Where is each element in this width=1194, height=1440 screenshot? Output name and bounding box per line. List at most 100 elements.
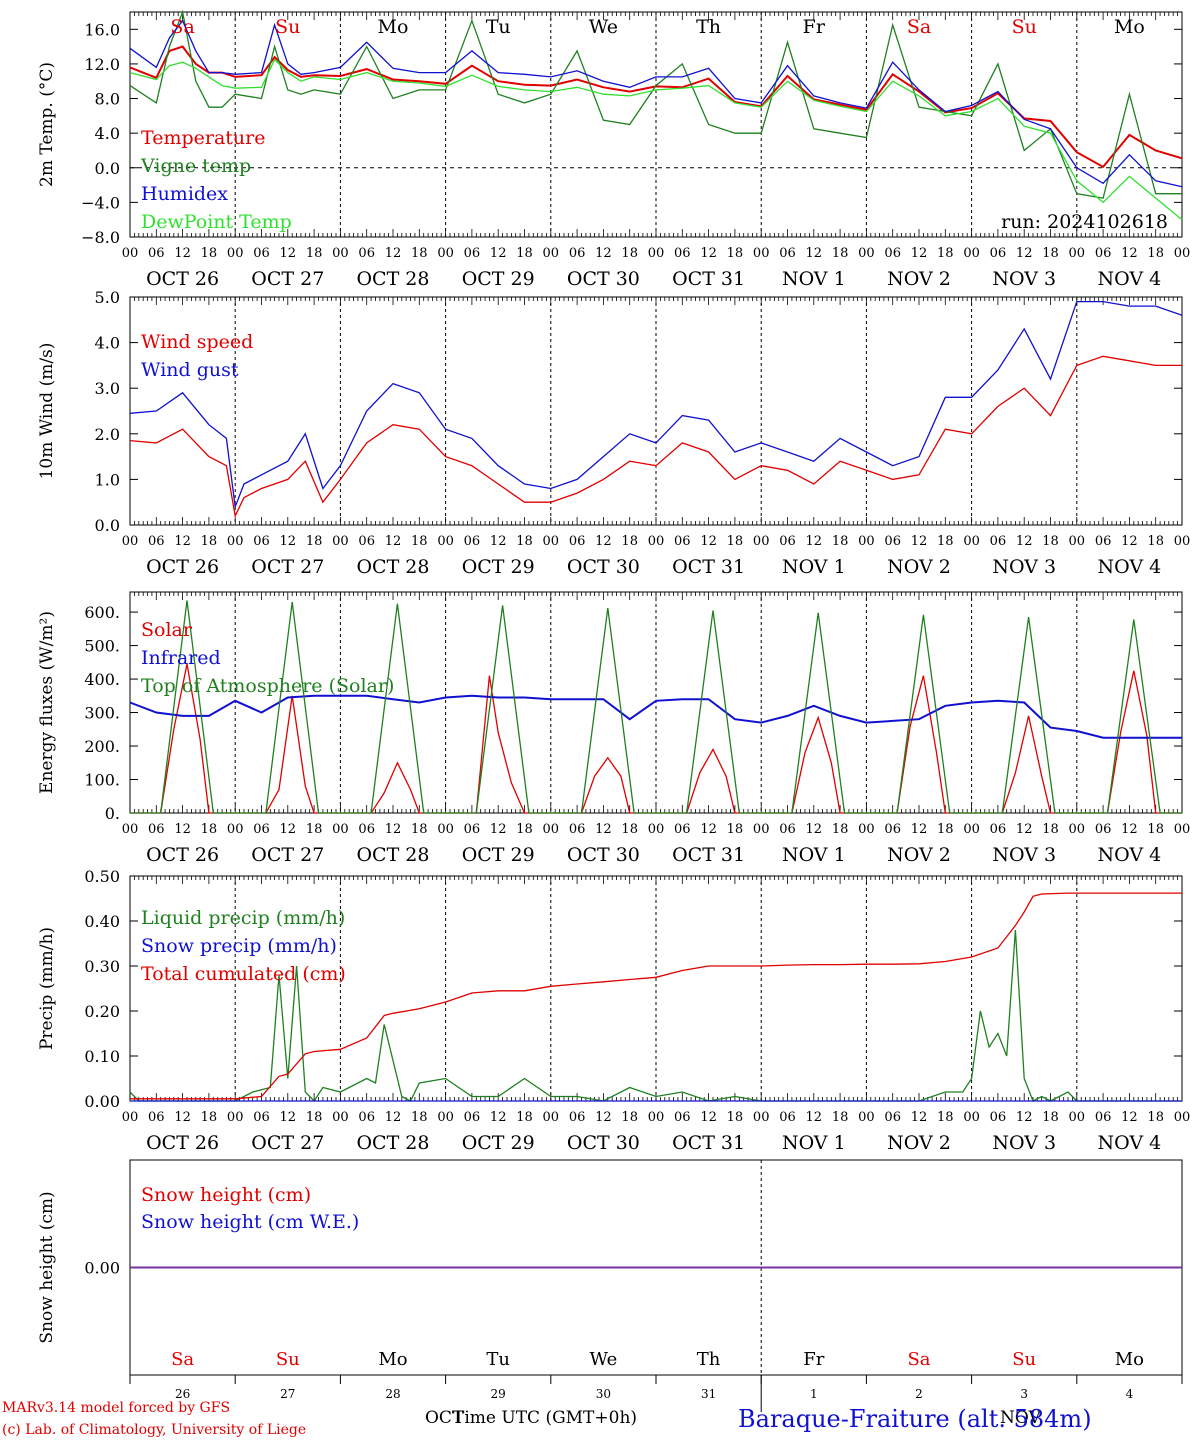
hour-tick-label: 12 bbox=[280, 1110, 297, 1125]
hour-tick-label: 06 bbox=[1095, 534, 1112, 549]
hour-tick-label: 12 bbox=[385, 1110, 402, 1125]
time-axis-label: Time UTC (GMT+0h) bbox=[453, 1408, 637, 1428]
legend-entry: Snow height (cm) bbox=[141, 1184, 311, 1206]
day-label: NOV 2 bbox=[887, 1132, 951, 1154]
series-line bbox=[129, 9, 1182, 199]
hour-tick-label: 06 bbox=[253, 534, 270, 549]
day-label: OCT 27 bbox=[251, 1132, 324, 1154]
day-label: OCT 30 bbox=[567, 1132, 640, 1154]
credit-line-2: (c) Lab. of Climatology, University of L… bbox=[2, 1422, 306, 1438]
hour-tick-label: 12 bbox=[595, 822, 612, 837]
hour-tick-label: 18 bbox=[516, 246, 533, 261]
y-axis-title: Energy fluxes (W/m²) bbox=[37, 611, 57, 794]
y-tick-label: 400. bbox=[84, 670, 120, 689]
series-line bbox=[129, 58, 1183, 221]
weekday-label: Mo bbox=[378, 1349, 407, 1370]
series-line bbox=[129, 929, 1182, 1103]
weekday-label: Su bbox=[1012, 1349, 1036, 1370]
hour-tick-label: 12 bbox=[700, 246, 717, 261]
hour-tick-label: 06 bbox=[1095, 1110, 1112, 1125]
y-tick-label: 0.10 bbox=[84, 1047, 120, 1066]
hour-tick-label: 06 bbox=[674, 1110, 691, 1125]
hour-tick-label: 00 bbox=[543, 822, 560, 837]
day-label: OCT 28 bbox=[356, 844, 429, 866]
day-label: NOV 4 bbox=[1098, 268, 1162, 290]
hour-tick-label: 18 bbox=[306, 534, 323, 549]
hour-tick-label: 06 bbox=[779, 534, 796, 549]
hour-tick-label: 18 bbox=[727, 822, 744, 837]
weekday-label: Mo bbox=[378, 16, 409, 38]
day-number: 2 bbox=[915, 1387, 923, 1401]
hour-tick-label: 06 bbox=[884, 534, 901, 549]
hour-tick-label: 06 bbox=[1095, 822, 1112, 837]
day-label: NOV 1 bbox=[782, 1132, 846, 1154]
day-label: NOV 3 bbox=[992, 268, 1056, 290]
top-ticks bbox=[129, 876, 1183, 884]
hour-tick-label: 00 bbox=[437, 534, 454, 549]
series-line bbox=[129, 355, 1182, 519]
hour-tick-label: 18 bbox=[1042, 246, 1059, 261]
day-label: OCT 29 bbox=[462, 268, 535, 290]
weekday-label: Sa bbox=[907, 16, 931, 38]
day-label: OCT 26 bbox=[146, 1132, 219, 1154]
hour-tick-label: 06 bbox=[464, 534, 481, 549]
plot-frame bbox=[129, 11, 1183, 238]
hour-tick-label: 18 bbox=[621, 1110, 638, 1125]
y-tick-label: 0.40 bbox=[84, 912, 120, 931]
day-number: 27 bbox=[280, 1387, 295, 1401]
hour-tick-label: 06 bbox=[253, 246, 270, 261]
y-tick-label: 5.0 bbox=[95, 288, 120, 307]
hour-tick-label: 00 bbox=[648, 246, 665, 261]
hour-tick-label: 06 bbox=[674, 534, 691, 549]
legend-entry: Humidex bbox=[141, 183, 228, 205]
weekday-label: Mo bbox=[1114, 16, 1145, 38]
hour-tick-label: 18 bbox=[201, 822, 218, 837]
hour-tick-label: 12 bbox=[385, 246, 402, 261]
y-tick-label: 4.0 bbox=[95, 334, 120, 353]
hour-tick-label: 12 bbox=[1121, 822, 1138, 837]
hour-tick-label: 12 bbox=[911, 246, 928, 261]
y-tick-label: −8.0 bbox=[81, 228, 120, 247]
weekday-label: Tu bbox=[486, 1349, 510, 1370]
hour-tick-label: 00 bbox=[963, 246, 980, 261]
legend-entry: Total cumulated (cm) bbox=[141, 963, 346, 985]
hour-tick-label: 18 bbox=[1147, 246, 1164, 261]
hour-tick-label: 00 bbox=[963, 1110, 980, 1125]
hour-tick-label: 00 bbox=[122, 822, 139, 837]
legend-entry: Infrared bbox=[141, 647, 221, 669]
hour-tick-label: 18 bbox=[727, 246, 744, 261]
legend-entry: Vigne temp bbox=[140, 155, 251, 177]
hour-tick-label: 12 bbox=[911, 534, 928, 549]
top-ticks bbox=[129, 592, 1183, 600]
hour-tick-label: 00 bbox=[963, 534, 980, 549]
weekday-label: We bbox=[590, 1349, 618, 1370]
hour-tick-label: 18 bbox=[516, 1110, 533, 1125]
weekday-label: Su bbox=[275, 16, 300, 38]
day-label: NOV 3 bbox=[992, 1132, 1056, 1154]
day-label: NOV 2 bbox=[887, 268, 951, 290]
legend-entry: Snow precip (mm/h) bbox=[141, 935, 337, 957]
hour-tick-label: 12 bbox=[700, 822, 717, 837]
hour-tick-label: 00 bbox=[858, 1110, 875, 1125]
hour-tick-label: 18 bbox=[306, 822, 323, 837]
day-label: OCT 30 bbox=[567, 844, 640, 866]
hour-tick-label: 06 bbox=[148, 246, 165, 261]
day-label: NOV 2 bbox=[887, 556, 951, 578]
hour-tick-label: 18 bbox=[1147, 822, 1164, 837]
day-number: 31 bbox=[701, 1387, 716, 1401]
legend-entry: Wind speed bbox=[141, 331, 253, 353]
hour-tick-label: 00 bbox=[1069, 246, 1086, 261]
weekday-label: Sa bbox=[907, 1349, 930, 1370]
day-label: NOV 2 bbox=[887, 844, 951, 866]
panel-2: 5.0 4.0 3.0 2.0 1.0 0.0 10m Wind (m/s) Wind spe… bbox=[37, 288, 1190, 578]
series-line bbox=[129, 300, 1183, 508]
hour-tick-label: 12 bbox=[1016, 822, 1033, 837]
hour-tick-label: 18 bbox=[201, 534, 218, 549]
day-label: OCT 27 bbox=[251, 844, 324, 866]
hour-tick-label: 12 bbox=[490, 534, 507, 549]
hour-tick-label: 18 bbox=[516, 822, 533, 837]
hour-tick-label: 00 bbox=[753, 1110, 770, 1125]
weekday-label: Tu bbox=[486, 16, 511, 38]
day-label: OCT 27 bbox=[251, 556, 324, 578]
